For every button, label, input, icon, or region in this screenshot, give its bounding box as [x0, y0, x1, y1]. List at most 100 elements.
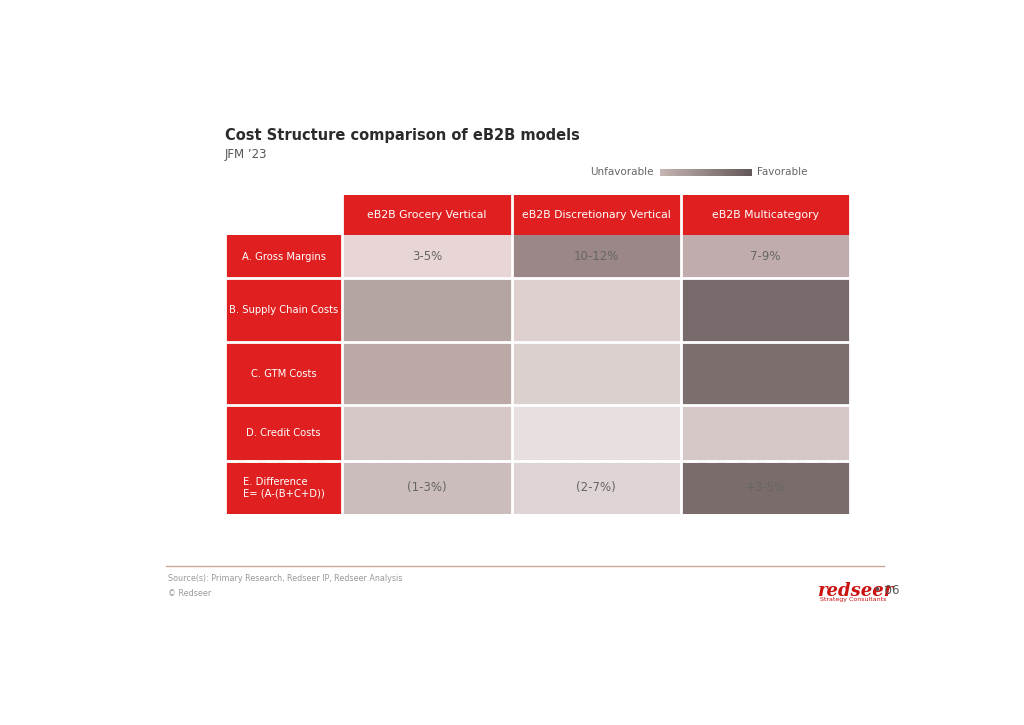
Bar — [342, 405, 512, 461]
Bar — [725, 169, 727, 176]
Bar — [683, 169, 685, 176]
Bar — [342, 461, 512, 514]
Bar — [706, 169, 708, 176]
Bar — [225, 342, 342, 405]
Bar — [680, 169, 682, 176]
Bar — [694, 169, 697, 176]
Bar — [702, 169, 705, 176]
Text: E. Difference
E= (A-(B+C+D)): E. Difference E= (A-(B+C+D)) — [243, 477, 325, 498]
Bar — [684, 169, 686, 176]
Bar — [712, 169, 714, 176]
Bar — [715, 169, 717, 176]
Bar — [675, 169, 677, 176]
Bar — [719, 169, 721, 176]
Text: • 06: • 06 — [873, 584, 899, 597]
Text: B. Supply Chain Costs: B. Supply Chain Costs — [229, 305, 338, 315]
Bar — [663, 169, 665, 176]
Bar — [225, 405, 342, 461]
Bar — [687, 169, 689, 176]
Bar — [681, 169, 683, 176]
Text: (2-7%): (2-7%) — [577, 481, 616, 494]
Bar — [512, 342, 681, 405]
Bar — [696, 169, 698, 176]
Bar — [748, 169, 751, 176]
Bar — [721, 169, 723, 176]
Bar — [707, 169, 710, 176]
Text: JFM ’23: JFM ’23 — [225, 148, 267, 161]
Text: Source(s): Primary Research, Redseer IP, Redseer Analysis: Source(s): Primary Research, Redseer IP,… — [168, 573, 402, 583]
Bar — [225, 195, 342, 235]
Bar — [671, 169, 673, 176]
Bar — [512, 195, 681, 235]
Text: +3-5%: +3-5% — [745, 481, 785, 494]
Bar — [738, 169, 741, 176]
Bar — [697, 169, 700, 176]
Bar — [730, 169, 732, 176]
Bar — [731, 169, 733, 176]
Text: © Redseer: © Redseer — [168, 589, 211, 598]
Bar — [724, 169, 726, 176]
Bar — [512, 405, 681, 461]
Bar — [681, 342, 850, 405]
Text: (1-3%): (1-3%) — [408, 481, 446, 494]
Bar — [737, 169, 739, 176]
Bar — [750, 169, 752, 176]
Bar — [722, 169, 724, 176]
Text: 10-12%: 10-12% — [573, 250, 618, 263]
Text: D. Credit Costs: D. Credit Costs — [247, 428, 321, 438]
Bar — [512, 461, 681, 514]
Bar — [688, 169, 691, 176]
Bar — [733, 169, 735, 176]
Text: Unfavorable: Unfavorable — [590, 167, 653, 178]
Bar — [703, 169, 707, 176]
Bar — [665, 169, 667, 176]
Bar — [669, 169, 671, 176]
Bar — [744, 169, 748, 176]
Bar — [727, 169, 729, 176]
Text: C. GTM Costs: C. GTM Costs — [251, 369, 316, 378]
Bar — [342, 195, 512, 235]
Bar — [678, 169, 680, 176]
Bar — [710, 169, 713, 176]
Bar — [681, 235, 850, 278]
Text: eB2B Grocery Vertical: eB2B Grocery Vertical — [368, 210, 486, 220]
Text: Strategy Consultants: Strategy Consultants — [820, 597, 887, 602]
Bar — [681, 278, 850, 342]
Text: Cost Structure comparison of eB2B models: Cost Structure comparison of eB2B models — [225, 128, 580, 143]
Bar — [681, 195, 850, 235]
Bar — [681, 405, 850, 461]
Bar — [716, 169, 718, 176]
Bar — [746, 169, 749, 176]
Bar — [713, 169, 716, 176]
Bar — [674, 169, 676, 176]
Bar — [699, 169, 701, 176]
Bar — [681, 461, 850, 514]
Text: eB2B Discretionary Vertical: eB2B Discretionary Vertical — [522, 210, 671, 220]
Bar — [693, 169, 695, 176]
Bar — [662, 169, 664, 176]
Bar — [700, 169, 703, 176]
Bar — [690, 169, 692, 176]
Bar — [677, 169, 679, 176]
Bar — [740, 169, 742, 176]
Bar — [342, 342, 512, 405]
Text: eB2B Multicategory: eB2B Multicategory — [712, 210, 819, 220]
Bar — [741, 169, 744, 176]
Bar — [672, 169, 674, 176]
Bar — [225, 278, 342, 342]
Bar — [736, 169, 738, 176]
Bar — [512, 235, 681, 278]
Bar — [342, 278, 512, 342]
Bar — [512, 278, 681, 342]
Bar — [691, 169, 694, 176]
Bar — [718, 169, 720, 176]
Text: redseer: redseer — [818, 581, 895, 600]
Text: Favorable: Favorable — [758, 167, 808, 178]
Bar — [342, 235, 512, 278]
Bar — [686, 169, 688, 176]
Bar — [225, 461, 342, 514]
Bar — [728, 169, 730, 176]
Text: A. Gross Margins: A. Gross Margins — [242, 252, 326, 262]
Bar — [668, 169, 670, 176]
Text: 3-5%: 3-5% — [412, 250, 442, 263]
